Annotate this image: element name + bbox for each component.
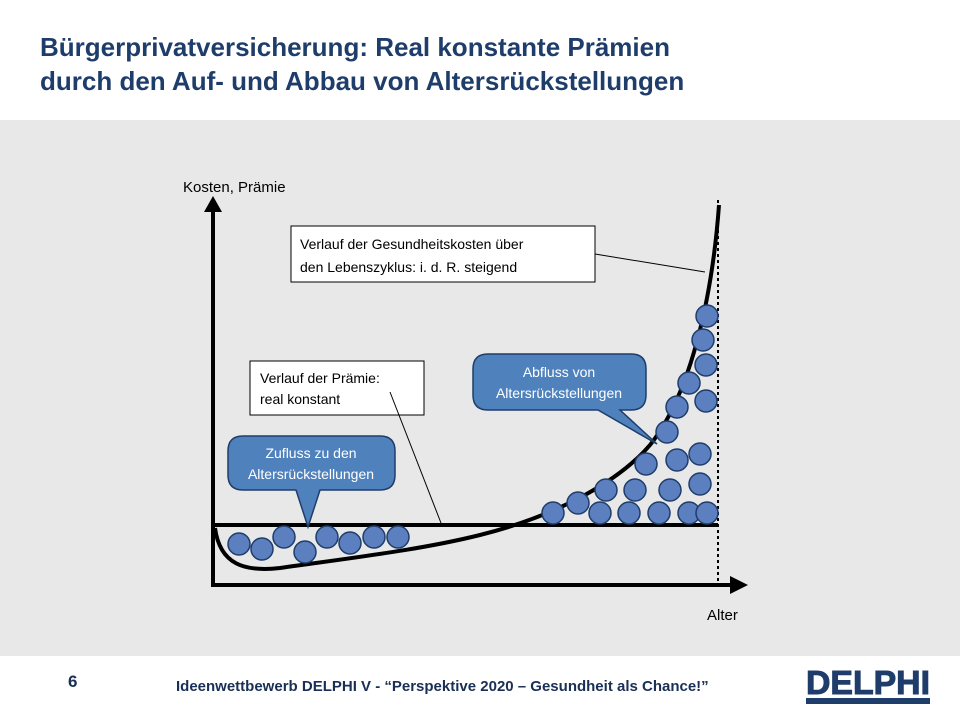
reserve-circle — [677, 371, 701, 395]
y-axis-arrowhead — [204, 196, 222, 212]
footer-text: Ideenwettbewerb DELPHI V - “Perspektive … — [176, 678, 709, 695]
inflow-reserve-circles — [227, 525, 410, 564]
outflow-reserve-circles — [541, 304, 719, 525]
content-area: Verlauf der Gesundheitskosten über den L… — [0, 120, 960, 656]
reserve-circle — [691, 328, 715, 352]
reserve-circle — [594, 478, 618, 502]
reserve-circle — [658, 478, 682, 502]
reserve-circle — [617, 501, 641, 525]
health-costs-line-2: den Lebenszyklus: i. d. R. steigend — [300, 259, 517, 275]
reserve-circle — [315, 525, 339, 549]
reserve-circle — [694, 353, 718, 377]
health-costs-pointer — [594, 253, 706, 273]
page-number: 6 — [68, 672, 78, 691]
reserve-circle — [665, 395, 689, 419]
reserve-circle — [634, 452, 658, 476]
reserve-circle — [227, 532, 251, 556]
premium-line-2: real konstant — [260, 391, 340, 407]
reserve-circle — [338, 531, 362, 555]
health-costs-annotation: Verlauf der Gesundheitskosten über den L… — [290, 225, 706, 283]
outflow-line-1: Abfluss von — [523, 364, 595, 380]
reserve-circle — [647, 501, 671, 525]
inflow-callout: Zufluss zu den Altersrückstellungen — [227, 435, 396, 530]
reserve-circle — [695, 501, 719, 525]
reserve-circle — [362, 525, 386, 549]
x-axis-arrowhead — [730, 576, 748, 594]
slide-title: Bürgerprivatversicherung: Real konstante… — [40, 30, 920, 98]
health-costs-line-1: Verlauf der Gesundheitskosten über — [300, 236, 524, 252]
reserve-circle — [566, 491, 590, 515]
reserve-circle — [588, 501, 612, 525]
delphi-logo: DELPHI — [806, 664, 931, 704]
premium-annotation: Verlauf der Prämie: real konstant — [249, 360, 442, 524]
x-axis-label: Alter — [707, 607, 738, 624]
y-axis-label: Kosten, Prämie — [183, 179, 286, 196]
reserve-circle — [665, 448, 689, 472]
logo-wordmark: DELPHI — [806, 664, 930, 701]
reserve-circle — [655, 420, 679, 444]
inflow-line-2: Altersrückstellungen — [248, 466, 374, 482]
premium-line-1: Verlauf der Prämie: — [260, 370, 380, 386]
reserve-circle — [386, 525, 410, 549]
reserve-circle — [272, 525, 296, 549]
premium-pointer — [389, 391, 442, 524]
reserve-circle — [695, 304, 719, 328]
health-cost-curve — [213, 204, 721, 571]
inflow-callout-shape — [227, 435, 396, 530]
outflow-callout-shape — [472, 353, 658, 445]
logo-underline — [806, 698, 930, 704]
reserve-circle — [623, 478, 647, 502]
reserve-circle — [688, 442, 712, 466]
reserve-circle — [694, 389, 718, 413]
title-line-2: durch den Auf- und Abbau von Altersrücks… — [40, 66, 685, 96]
reserve-circle — [688, 472, 712, 496]
inflow-line-1: Zufluss zu den — [265, 445, 356, 461]
title-line-1: Bürgerprivatversicherung: Real konstante… — [40, 32, 670, 62]
outflow-line-2: Altersrückstellungen — [496, 385, 622, 401]
outflow-callout: Abfluss von Altersrückstellungen — [472, 353, 658, 445]
reserve-diagram: Verlauf der Gesundheitskosten über den L… — [183, 179, 748, 624]
reserve-circle — [293, 540, 317, 564]
reserve-circle — [250, 537, 274, 561]
reserve-circle — [541, 501, 565, 525]
